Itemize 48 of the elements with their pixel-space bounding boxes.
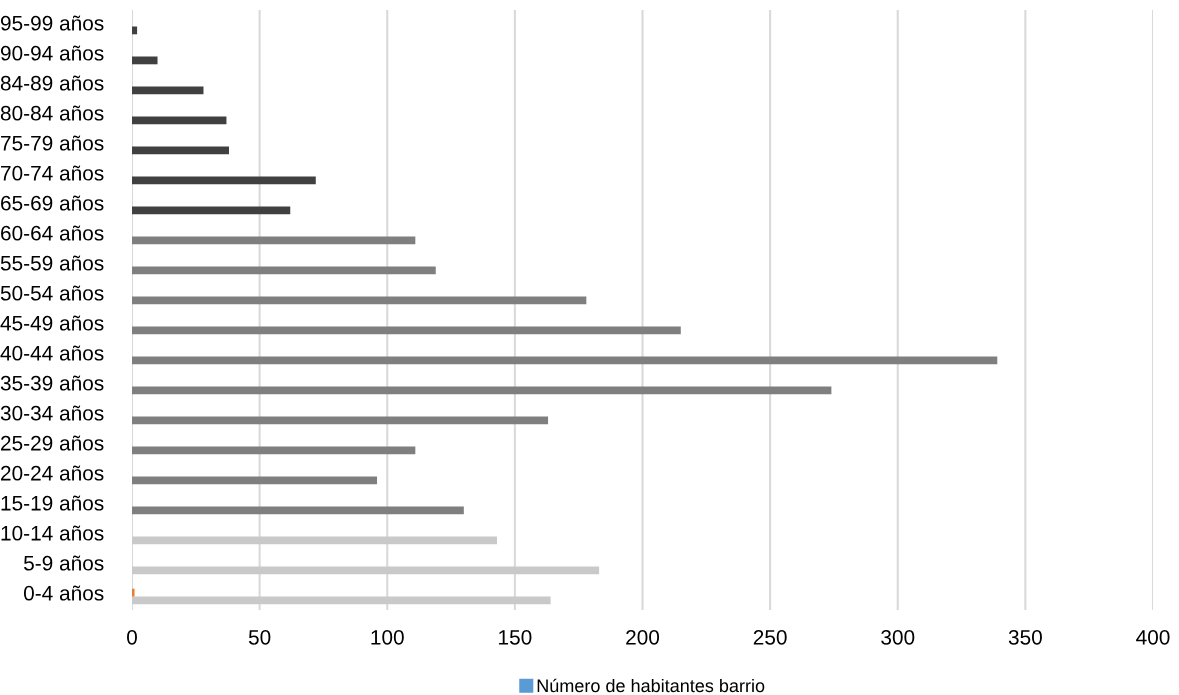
x-tick-label: 350 [1008, 629, 1042, 645]
x-tick-label: 50 [248, 629, 271, 645]
x-tick-label: 200 [626, 629, 660, 645]
bar [132, 386, 832, 395]
bar [132, 146, 229, 155]
y-tick-label: 95-99 años [0, 15, 104, 31]
y-tick-label: 55-59 años [0, 255, 104, 271]
y-tick-label: 5-9 años [23, 555, 104, 571]
y-tick-label: 84-89 años [0, 75, 104, 91]
y-tick-label: 20-24 años [1, 465, 104, 481]
y-tick-label: 40-44 años [0, 345, 104, 361]
x-tick-label: 0 [127, 629, 137, 645]
y-tick-label: 50-54 años [0, 285, 104, 301]
y-tick-label: 60-64 años [1, 225, 104, 241]
bar [132, 446, 416, 455]
bar [132, 176, 316, 185]
y-tick-label: 90-94 años [0, 45, 104, 61]
bar [132, 56, 158, 65]
bar [132, 596, 551, 605]
bar [132, 296, 587, 305]
y-tick-label: 70-74 años [1, 165, 104, 181]
bar [132, 588, 135, 597]
x-tick-label: 150 [499, 629, 532, 645]
bar [132, 506, 464, 515]
y-tick-label: 35-39 años [0, 375, 104, 391]
y-tick-label: 15-19 años [1, 495, 104, 511]
y-tick-label: 80-84 años [0, 105, 104, 121]
y-tick-label: 25-29 años [1, 435, 104, 451]
x-tick-label: 300 [881, 629, 915, 645]
bar [132, 206, 291, 215]
y-tick-label: 75-79 años [1, 135, 104, 151]
x-tick-label: 100 [371, 629, 404, 645]
bar [132, 266, 436, 275]
y-tick-label: 30-34 años [0, 405, 104, 421]
bar [132, 416, 549, 425]
y-tick-label: 0-4 años [23, 585, 104, 601]
x-tick-label: 400 [1136, 629, 1170, 645]
y-tick-label: 45-49 años [0, 315, 104, 331]
x-tick-label: 250 [753, 629, 787, 645]
bar [132, 356, 998, 365]
bar [132, 236, 416, 245]
text: Número de habitantes barrio [537, 678, 765, 693]
bar [132, 326, 681, 335]
bar [132, 536, 498, 545]
y-tick-label: 10-14 años [1, 525, 104, 541]
bar [132, 476, 378, 485]
bar [132, 566, 600, 575]
y-tick-label: 65-69 años [1, 195, 104, 211]
